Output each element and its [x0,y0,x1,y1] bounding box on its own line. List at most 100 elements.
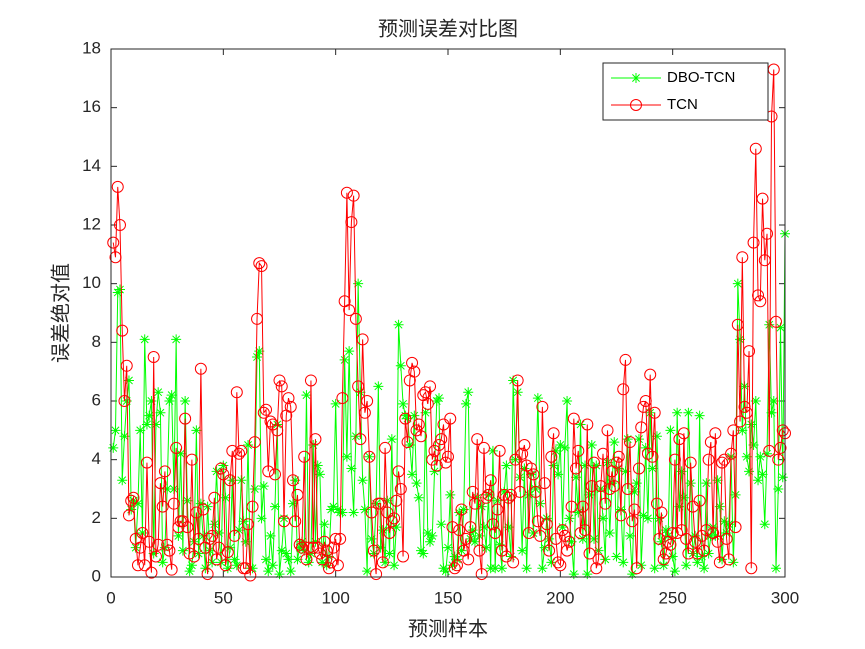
point-marker [191,425,202,436]
point-marker [236,475,247,486]
point-marker [314,469,325,480]
point-marker [156,500,169,513]
point-marker [347,189,360,202]
point-marker [546,557,557,568]
point-marker [206,529,219,542]
point-marker [430,459,443,472]
point-marker [168,484,179,494]
y-tick-label: 18 [82,38,101,57]
point-marker [385,515,398,528]
point-marker [290,475,301,486]
point-marker [666,527,679,539]
point-marker [669,566,680,577]
point-marker [672,407,683,418]
point-marker [683,407,694,418]
point-marker [570,462,583,475]
point-marker [626,515,639,528]
point-marker [393,319,404,330]
y-tick-label: 10 [82,273,101,292]
point-marker [772,453,785,466]
point-marker [511,374,524,387]
point-marker [516,447,529,460]
x-axis-label: 预测样本 [408,617,488,640]
point-marker [109,251,122,264]
point-marker [600,554,611,565]
point-marker [531,515,544,528]
point-marker [610,456,623,469]
point-marker [493,444,506,457]
series [112,69,786,576]
point-marker [131,559,144,572]
point-marker [439,456,452,469]
point-marker [352,380,365,393]
point-marker [646,450,659,463]
point-marker [359,504,370,515]
point-marker [777,472,788,483]
point-marker [222,563,233,574]
point-marker [246,500,259,513]
point-marker [628,503,641,516]
point-marker [490,563,501,574]
point-marker [644,368,657,381]
point-marker [116,324,129,337]
legend-label: DBO-TCN [667,69,735,86]
point-marker [303,557,314,568]
point-marker [776,424,789,437]
point-marker [478,522,489,533]
point-marker [407,469,418,480]
point-marker [564,513,575,524]
point-marker [540,518,553,531]
point-marker [406,356,419,369]
point-marker [725,447,738,460]
point-marker [220,492,231,503]
legend-box [602,62,769,121]
point-marker [639,395,652,407]
point-marker [770,315,783,328]
point-marker [503,522,514,533]
point-marker [383,527,396,539]
point-marker [233,447,246,460]
point-marker [152,538,165,551]
point-marker [409,410,420,421]
point-marker [660,525,671,536]
point-marker [698,544,711,557]
point-marker [287,498,298,509]
point-marker [274,569,285,580]
point-marker [717,554,728,565]
point-marker [313,547,326,560]
point-marker [330,398,341,409]
point-marker [167,497,180,510]
point-marker [649,563,660,574]
point-marker [523,489,534,500]
point-marker [404,440,415,450]
point-marker [319,519,330,530]
y-tick-label: 14 [82,156,101,175]
point-marker [687,548,698,559]
y-tick-label: 2 [92,508,101,527]
point-marker [377,525,388,536]
point-marker [716,456,729,469]
point-marker [267,560,278,571]
point-marker [645,407,656,418]
point-marker [370,568,383,581]
point-marker [547,427,560,440]
point-marker [130,542,141,553]
point-marker [122,509,135,522]
point-marker [720,532,733,545]
point-marker [221,546,234,559]
point-marker [353,278,364,289]
point-marker [317,557,328,568]
point-marker [445,489,456,500]
point-marker [261,554,272,565]
point-marker [225,542,236,553]
point-marker [682,547,695,560]
point-marker [766,407,777,418]
point-marker [118,395,131,407]
point-marker [343,304,356,317]
legend-label: TCN [667,96,698,113]
point-marker [379,441,392,454]
point-marker [285,566,296,577]
point-marker [750,396,761,406]
y-tick-label: 8 [92,332,101,351]
point-marker [757,469,768,480]
